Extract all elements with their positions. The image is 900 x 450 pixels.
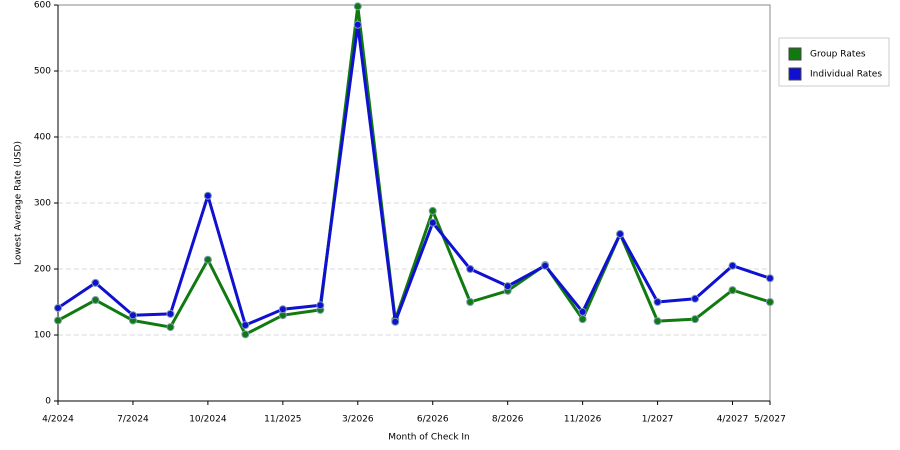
x-tick-label: 10/2024 [189, 415, 227, 425]
data-point [391, 317, 400, 326]
series-line [57, 23, 771, 327]
x-tick-label: 8/2026 [492, 415, 524, 425]
y-tick-label: 200 [34, 265, 51, 275]
x-tick-label: 4/2027 [717, 415, 749, 425]
data-point [353, 2, 362, 11]
data-point [466, 298, 475, 306]
data-point [428, 218, 437, 227]
data-point [54, 316, 62, 325]
x-tick-label: 6/2026 [417, 415, 449, 425]
data-point [503, 282, 512, 291]
data-point [766, 298, 774, 306]
y-tick-label: 100 [34, 331, 51, 341]
data-point [578, 307, 587, 316]
data-point [241, 330, 250, 339]
data-point [466, 265, 475, 273]
data-point [54, 303, 62, 312]
data-point [166, 323, 175, 332]
x-tick-label: 1/2027 [642, 415, 674, 425]
y-tick-label: 0 [45, 397, 51, 407]
data-point [241, 321, 250, 330]
y-tick-label: 300 [34, 199, 51, 209]
data-point [578, 315, 587, 324]
x-tick-label: 11/2026 [564, 415, 602, 425]
data-point [166, 309, 175, 318]
legend-label: Group Rates [810, 50, 866, 60]
series-line [57, 4, 771, 336]
data-point [616, 230, 625, 239]
data-point [91, 278, 100, 287]
data-point [353, 20, 362, 29]
y-tick-label: 500 [34, 67, 51, 77]
x-tick-label: 7/2024 [117, 415, 149, 425]
y-tick-label: 600 [34, 1, 51, 11]
x-tick-label: 3/2026 [342, 415, 374, 425]
data-point [766, 274, 774, 283]
data-point [653, 317, 662, 326]
data-point [691, 315, 700, 324]
data-point [91, 296, 100, 305]
data-point [691, 294, 700, 303]
data-point [316, 301, 325, 310]
y-axis-title: Lowest Average Rate (USD) [14, 141, 24, 265]
data-point [653, 298, 662, 306]
x-tick-label: 11/2025 [264, 415, 301, 425]
data-point [428, 206, 437, 215]
x-axis-title: Month of Check In [388, 433, 470, 443]
legend-label: Individual Rates [810, 70, 882, 80]
data-point [728, 261, 737, 270]
y-tick-label: 400 [34, 133, 51, 143]
x-tick-label: 5/2027 [754, 415, 786, 425]
x-tick-label: 4/2024 [42, 415, 74, 425]
data-point [128, 311, 137, 320]
data-point [203, 191, 212, 200]
data-point [541, 261, 550, 270]
data-point [278, 305, 287, 314]
legend-swatch [788, 67, 802, 81]
legend-swatch [788, 47, 802, 61]
data-point [203, 255, 212, 264]
data-point [728, 286, 737, 295]
